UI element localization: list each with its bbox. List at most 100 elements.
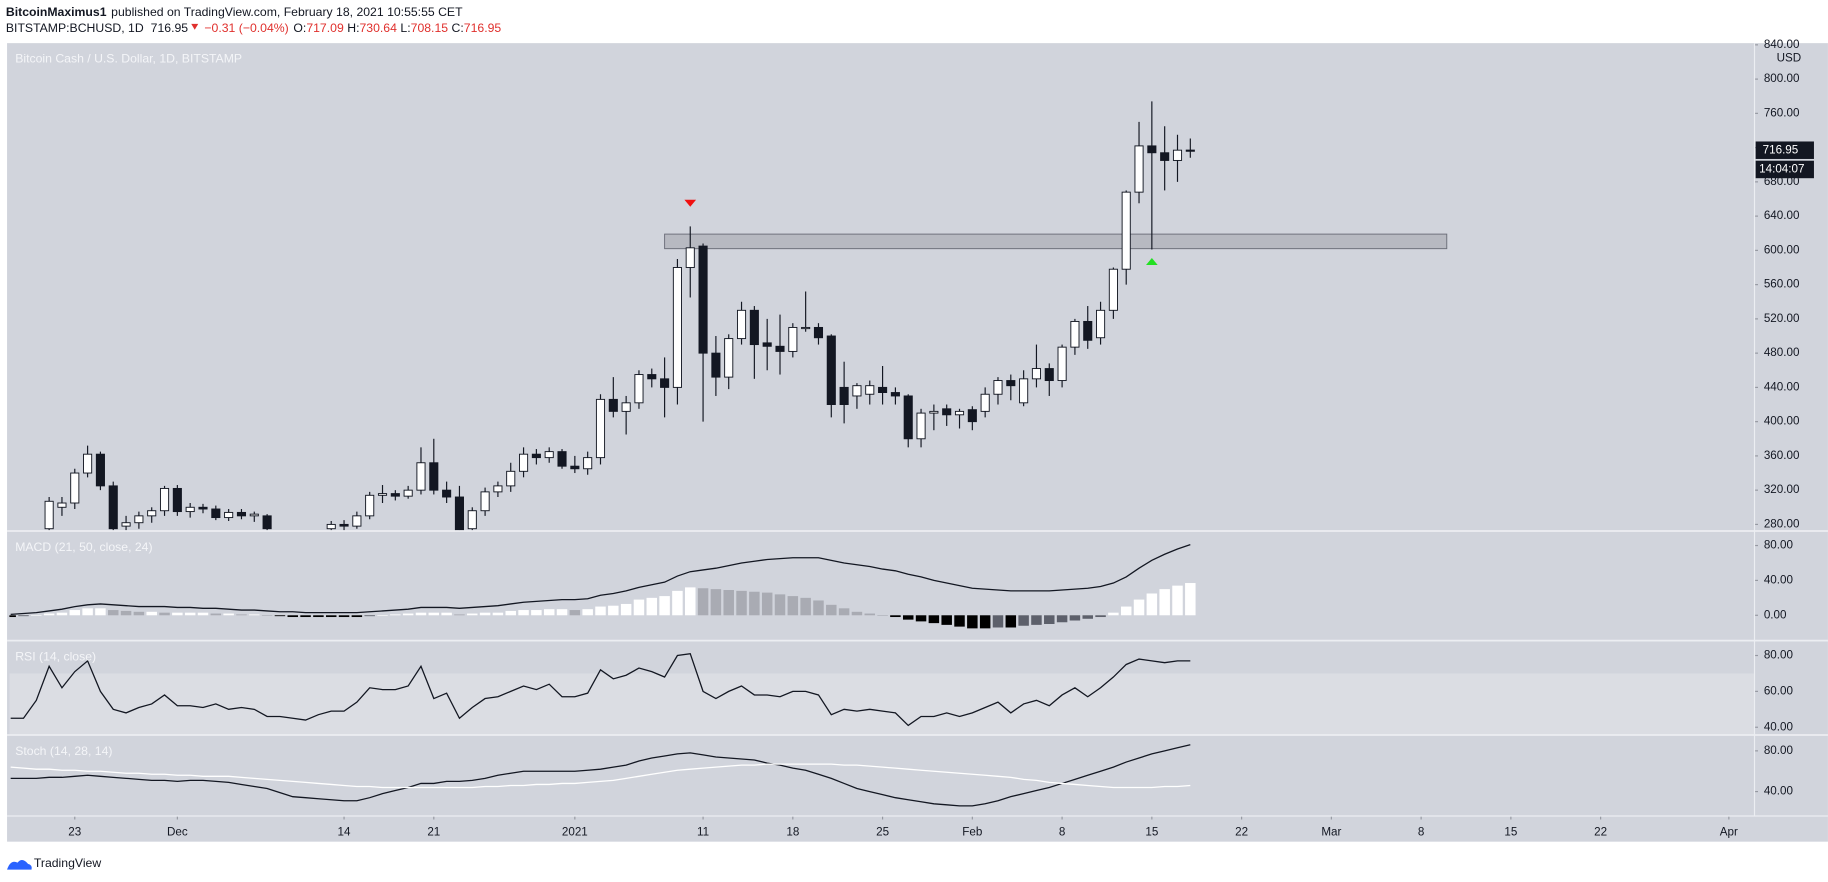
candle-body — [1044, 368, 1054, 382]
candle-body — [1083, 320, 1093, 341]
candle-body — [698, 245, 708, 354]
candle-body — [736, 309, 747, 340]
candle-body — [1185, 149, 1195, 152]
macd-histogram-bar — [402, 613, 414, 616]
x-tick-label: 11 — [697, 825, 709, 838]
x-tick-label: Feb — [962, 825, 982, 838]
candle-body — [172, 487, 182, 513]
macd-histogram-bar — [454, 614, 465, 616]
candle-body — [262, 515, 272, 530]
macd-histogram-bar — [223, 613, 234, 616]
signal-marker — [1146, 258, 1158, 266]
macd-histogram-bar — [261, 615, 273, 616]
candle-body — [519, 453, 529, 472]
candle-body — [1096, 309, 1106, 339]
macd-histogram-bar — [492, 612, 504, 616]
indicator-line — [10, 763, 1191, 789]
y-tick-label: 320.00 — [1764, 483, 1800, 496]
x-tick-label: 8 — [1418, 825, 1424, 838]
footer-logo: TradingView — [7, 856, 101, 870]
y-unit: USD — [1777, 51, 1802, 64]
y-tick-label: 400.00 — [1764, 415, 1800, 428]
macd-histogram-bar — [9, 615, 16, 618]
macd-histogram-bar — [749, 591, 760, 616]
macd-histogram-bar — [813, 600, 824, 616]
candle-body — [595, 398, 606, 459]
candle-body — [108, 485, 118, 530]
candle-body — [865, 385, 875, 395]
brand: TradingView — [34, 856, 101, 870]
candle-body — [198, 506, 208, 510]
macd-histogram-bar — [967, 615, 978, 629]
candle-body — [224, 511, 234, 519]
candle-body — [211, 508, 221, 519]
candle-body — [826, 335, 836, 405]
macd-histogram-bar — [1108, 612, 1119, 616]
macd-histogram-bar — [236, 614, 247, 616]
macd-histogram-bar — [300, 615, 311, 618]
macd-histogram-bar — [82, 608, 93, 616]
candle-body — [1172, 149, 1183, 161]
y-tick-label: 480.00 — [1764, 346, 1800, 359]
candle-body — [660, 378, 670, 388]
candle-body — [416, 462, 426, 491]
pane-title: MACD (21, 50, close, 24) — [15, 540, 152, 554]
x-tick-label: Mar — [1321, 825, 1341, 838]
candle-body — [1006, 380, 1016, 387]
candle-body — [1031, 368, 1041, 380]
candle-body — [1019, 378, 1029, 404]
candle-body — [954, 410, 965, 416]
macd-histogram-bar — [159, 612, 170, 616]
x-tick-label: 21 — [427, 825, 440, 838]
macd-histogram-bar — [697, 588, 709, 616]
macd-histogram-bar — [505, 610, 516, 616]
macd-histogram-bar — [979, 615, 991, 629]
ohlc-key: L: — [400, 21, 410, 35]
macd-histogram-bar — [659, 596, 670, 616]
candle-body — [711, 352, 721, 378]
candle-body — [442, 489, 452, 498]
macd-histogram-bar — [1120, 606, 1132, 616]
candle-body — [1057, 346, 1067, 382]
x-tick-label: 18 — [786, 825, 799, 838]
y-tick-label: 360.00 — [1764, 449, 1800, 462]
macd-histogram-bar — [313, 615, 324, 618]
ohlc-key: C: — [452, 21, 464, 35]
candle-body — [454, 496, 464, 531]
macd-histogram-bar — [1095, 615, 1106, 618]
candle-body — [647, 374, 657, 380]
y-tick-label: 640.00 — [1764, 209, 1800, 222]
candle-body — [1121, 191, 1131, 270]
candle-body — [403, 489, 413, 497]
macd-histogram-bar — [890, 615, 901, 618]
publish-line: BitcoinMaximus1 published on TradingView.… — [6, 5, 463, 19]
macd-histogram-bar — [1056, 615, 1068, 623]
macd-histogram-bar — [1159, 589, 1170, 616]
indicator-line — [10, 744, 1191, 807]
macd-histogram-bar — [56, 612, 68, 616]
candle-body — [980, 393, 990, 412]
candle-body — [685, 247, 695, 268]
x-tick-label: 15 — [1504, 825, 1517, 838]
pane — [10, 744, 1191, 807]
x-tick-label: 15 — [1145, 825, 1158, 838]
macd-histogram-bar — [415, 612, 427, 616]
candle-body — [801, 326, 811, 330]
macd-histogram-bar — [467, 613, 478, 616]
y-tick-label: 80.00 — [1764, 744, 1794, 757]
macd-histogram-bar — [915, 615, 927, 622]
macd-histogram-bar — [1172, 585, 1183, 616]
y-tick-label: 40.00 — [1764, 573, 1794, 586]
y-tick-label: 40.00 — [1764, 720, 1794, 733]
y-tick-label: 560.00 — [1764, 278, 1800, 291]
candle-body — [493, 485, 503, 493]
x-tick-label: Dec — [167, 825, 188, 838]
down-arrow — [191, 23, 199, 30]
candle-body — [890, 392, 900, 397]
macd-histogram-bar — [954, 615, 965, 627]
candle-body — [942, 408, 952, 416]
pane-title: Bitcoin Cash / U.S. Dollar, 1D, BITSTAMP — [15, 52, 242, 66]
macd-histogram-bar — [595, 606, 606, 616]
macd-histogram-bar — [364, 615, 375, 617]
